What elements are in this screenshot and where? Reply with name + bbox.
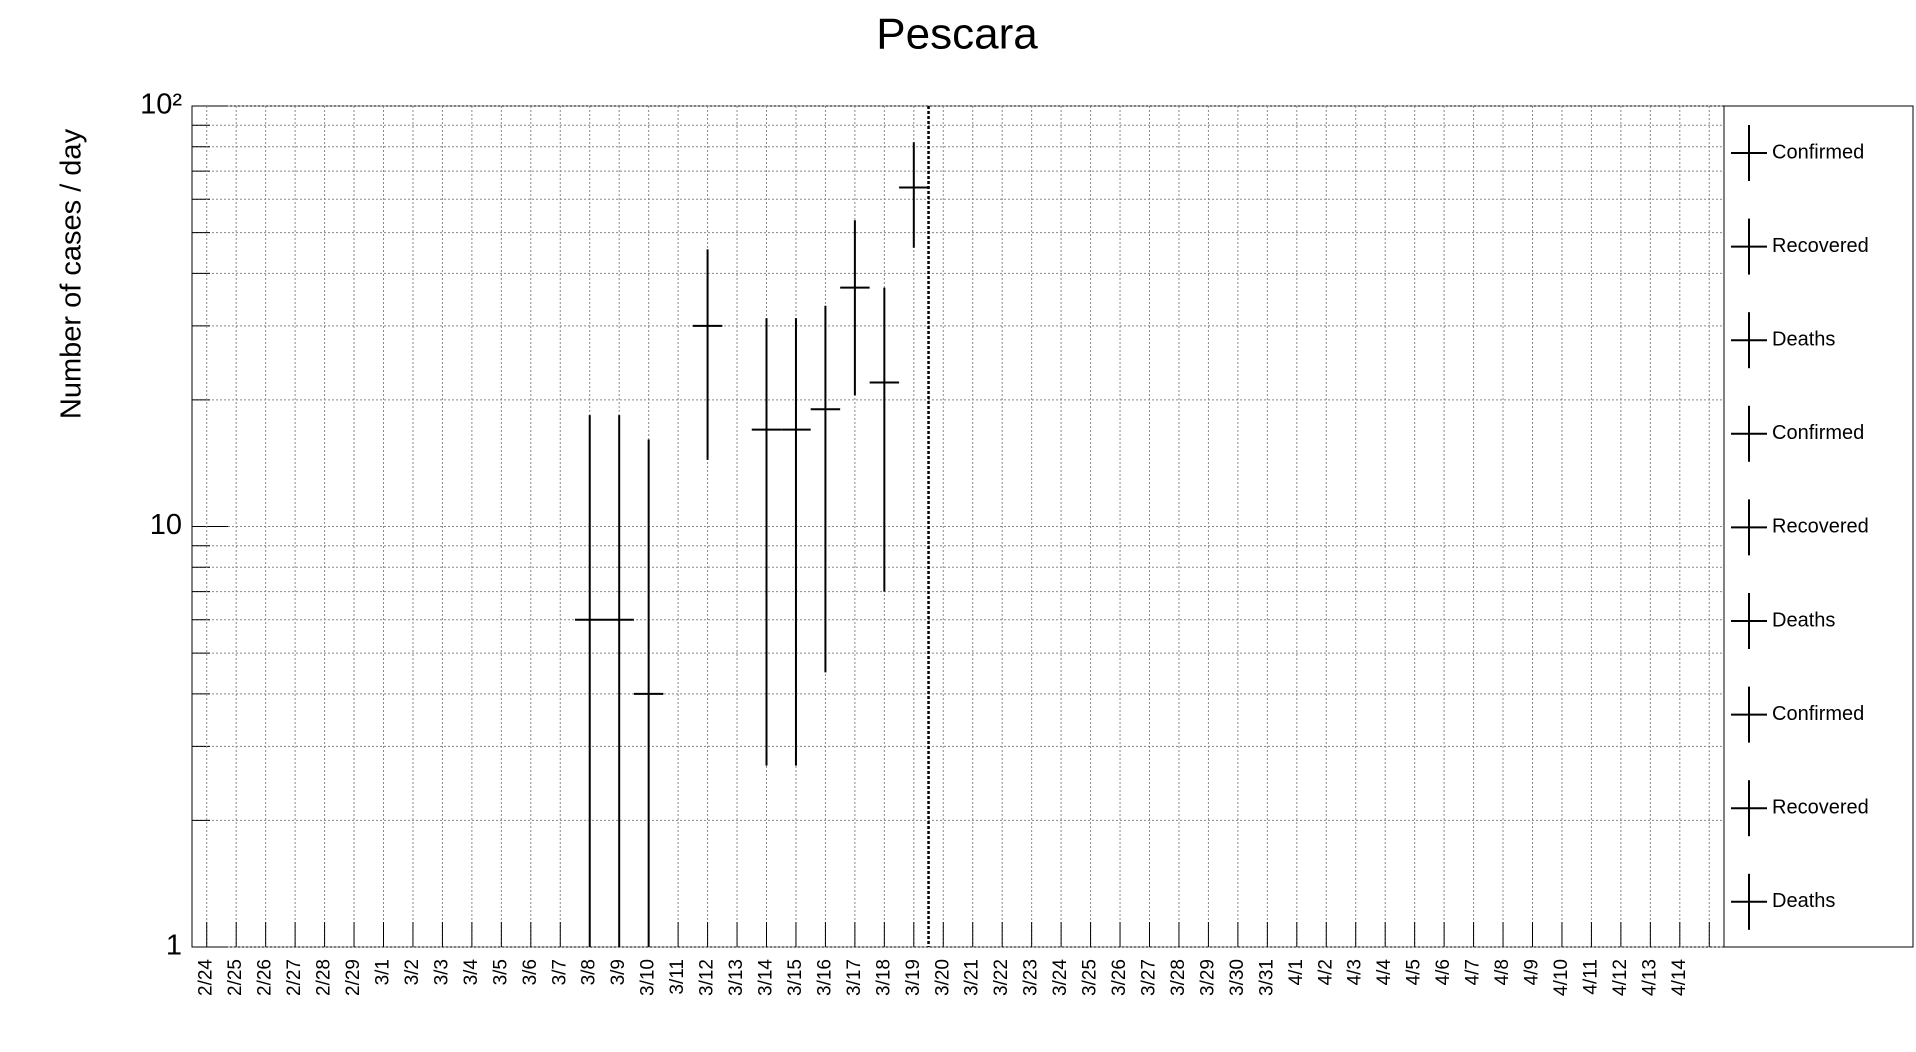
x-tick-label: 4/2	[1315, 959, 1336, 985]
x-tick-label: 3/31	[1256, 959, 1277, 996]
x-tick-label: 4/10	[1551, 959, 1572, 996]
x-tick-label: 4/3	[1345, 959, 1366, 985]
x-tick-label: 3/14	[756, 959, 777, 996]
legend-label: Recovered	[1772, 235, 1869, 257]
x-tick-label: 4/1	[1286, 959, 1307, 985]
x-tick-label: 3/24	[1050, 959, 1071, 996]
x-tick-label: 4/6	[1433, 959, 1454, 985]
x-tick-label: 3/2	[402, 959, 423, 985]
legend-label: Confirmed	[1772, 703, 1864, 725]
y-axis-label: Number of cases / day	[56, 128, 88, 419]
x-tick-label: 3/11	[667, 959, 688, 995]
x-tick-label: 3/4	[461, 959, 482, 986]
x-tick-label: 4/8	[1492, 959, 1513, 985]
legend-box	[1723, 105, 1914, 948]
x-tick-label: 3/25	[1080, 959, 1101, 996]
x-tick-label: 2/26	[255, 959, 276, 996]
x-tick-label: 3/22	[991, 959, 1012, 996]
x-tick-label: 3/12	[697, 959, 718, 996]
legend-label: Deaths	[1772, 609, 1835, 631]
legend-label: Deaths	[1772, 328, 1835, 350]
x-tick-label: 3/3	[431, 959, 452, 985]
x-tick-label: 4/13	[1639, 959, 1660, 996]
x-tick-label: 3/7	[549, 959, 570, 985]
x-tick-label: 3/20	[932, 959, 953, 996]
x-tick-label: 2/24	[196, 959, 217, 996]
x-tick-label: 3/27	[1139, 959, 1160, 996]
y-tick-label: 10²	[140, 89, 182, 121]
x-tick-label: 3/1	[373, 959, 394, 985]
x-tick-label: 4/11	[1580, 959, 1601, 995]
x-tick-label: 3/13	[726, 959, 747, 996]
chart-title: Pescara	[876, 10, 1038, 59]
x-tick-label: 4/7	[1463, 959, 1484, 985]
x-tick-label: 3/28	[1168, 959, 1189, 996]
x-tick-label: 3/9	[608, 959, 629, 985]
x-tick-label: 3/10	[638, 959, 659, 996]
legend-label: Recovered	[1772, 796, 1869, 818]
x-tick-label: 3/8	[579, 959, 600, 985]
y-tick-label: 10	[150, 509, 182, 541]
x-tick-label: 3/26	[1109, 959, 1130, 996]
x-tick-label: 4/12	[1610, 959, 1631, 996]
x-tick-label: 3/30	[1227, 959, 1248, 996]
x-tick-label: 2/25	[225, 959, 246, 996]
x-tick-label: 3/16	[814, 959, 835, 996]
x-tick-label: 3/15	[785, 959, 806, 996]
x-tick-label: 3/21	[962, 959, 983, 996]
x-tick-label: 2/27	[284, 959, 305, 996]
x-tick-label: 3/18	[873, 959, 894, 996]
x-tick-label: 4/4	[1374, 959, 1395, 986]
legend-label: Deaths	[1772, 890, 1835, 912]
x-tick-label: 4/14	[1669, 959, 1690, 996]
x-tick-label: 3/19	[903, 959, 924, 996]
x-tick-label: 2/29	[343, 959, 364, 996]
x-tick-label: 3/29	[1197, 959, 1218, 996]
y-tick-label: 1	[166, 930, 182, 962]
x-tick-label: 3/6	[520, 959, 541, 985]
x-tick-label: 2/28	[314, 959, 335, 996]
legend-label: Confirmed	[1772, 141, 1864, 163]
x-tick-label: 3/17	[844, 959, 865, 996]
x-tick-label: 4/9	[1522, 959, 1543, 985]
x-tick-label: 4/5	[1404, 959, 1425, 985]
legend-label: Recovered	[1772, 516, 1869, 538]
x-tick-label: 3/23	[1021, 959, 1042, 996]
legend-label: Confirmed	[1772, 422, 1864, 444]
x-tick-label: 3/5	[490, 959, 511, 985]
